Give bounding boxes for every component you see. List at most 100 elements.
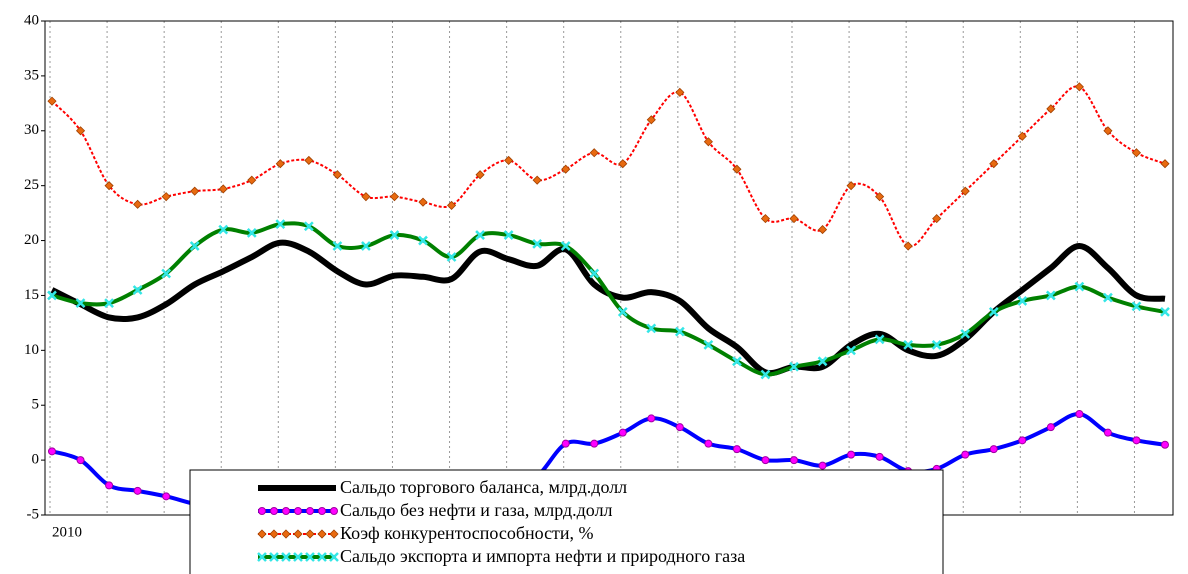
marker [133,486,142,495]
marker [218,224,229,235]
marker [293,552,303,562]
marker [532,175,542,185]
marker [269,552,279,562]
marker [218,184,228,194]
y-tick-label: 10 [24,342,39,358]
marker [1075,410,1084,419]
legend-label: Сальдо торгового баланса, млрд.долл [340,477,627,497]
marker [303,221,314,232]
marker [1103,292,1113,303]
marker [293,529,303,539]
marker [961,450,970,459]
y-tick-label: 0 [32,452,40,468]
marker [960,186,970,196]
marker [294,507,302,515]
marker [161,192,171,202]
legend-label: Сальдо экспорта и импорта нефти и природ… [340,546,745,566]
marker [269,529,279,539]
marker [561,164,571,174]
marker [818,461,827,470]
marker [732,445,741,454]
marker [104,181,114,191]
marker [532,238,543,249]
marker [618,159,628,169]
marker [1131,148,1142,158]
marker [589,148,599,158]
marker [647,414,656,423]
marker [133,199,143,209]
marker [790,456,798,465]
marker [330,507,338,515]
marker [47,96,57,106]
x-tick-label: 2010 [52,524,82,540]
marker [789,214,799,224]
marker [846,345,856,356]
marker [675,87,685,97]
marker [817,225,828,235]
marker [1074,281,1085,292]
marker [1046,423,1055,432]
marker [503,230,514,240]
marker [361,192,371,202]
marker [875,452,884,461]
marker [504,155,514,165]
marker [1074,82,1084,92]
marker [105,481,114,490]
marker [317,552,327,562]
marker [989,159,999,169]
marker [47,290,57,301]
marker [361,241,371,251]
marker [932,214,942,224]
marker [1103,126,1113,136]
series-line [51,85,1166,248]
marker [874,334,885,345]
marker [305,552,315,562]
y-tick-label: 5 [32,397,40,413]
marker [703,137,713,147]
marker [306,507,314,515]
marker [418,235,428,246]
marker [1017,296,1028,306]
marker [703,339,714,350]
marker [675,423,684,432]
marker [418,197,428,207]
marker [281,552,291,562]
marker [732,164,742,174]
marker [247,175,257,185]
legend-label: Коэф конкурентоспособности, % [340,523,594,543]
marker [561,439,570,448]
marker [189,241,200,251]
marker [817,356,828,367]
y-tick-label: 20 [24,232,39,248]
marker [1161,440,1169,449]
marker [389,230,400,240]
marker [48,447,56,456]
marker [617,307,628,317]
marker [989,445,998,454]
marker [332,241,343,251]
marker [475,170,485,180]
marker [646,323,657,334]
marker [257,529,267,539]
marker [760,214,771,224]
marker [847,450,856,459]
marker [332,170,342,180]
marker [760,369,771,380]
series-line [51,221,1166,377]
y-tick-label: 15 [24,287,39,303]
marker [1132,436,1141,445]
marker [704,439,713,448]
marker [75,298,86,309]
marker [1160,159,1170,169]
marker [76,456,85,465]
marker [732,356,742,367]
marker [318,507,326,515]
marker [275,219,286,229]
marker [475,230,485,240]
marker [1160,307,1170,317]
marker [282,507,290,515]
marker [1046,104,1056,114]
marker [304,155,314,165]
marker [389,192,400,202]
